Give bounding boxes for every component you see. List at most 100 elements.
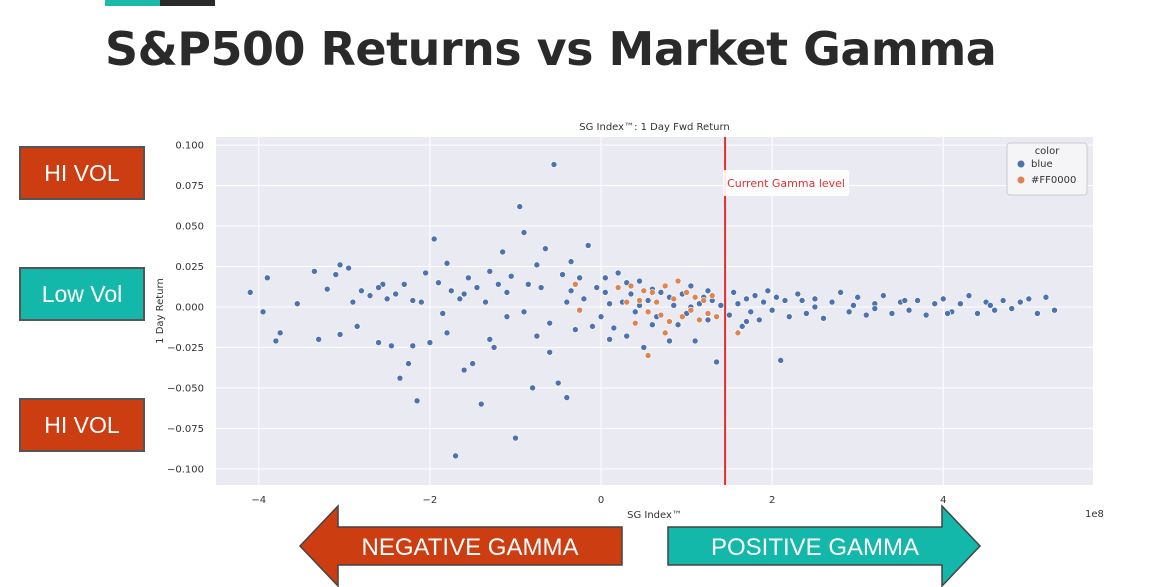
scatter-point — [512, 434, 519, 442]
scatter-point — [751, 292, 759, 299]
scatter-point — [717, 302, 725, 309]
scatter-point — [469, 360, 476, 367]
x-tick-label: 2 — [769, 495, 775, 506]
scatter-point — [837, 289, 844, 296]
y-tick-label: 0.100 — [175, 141, 204, 152]
scatter-point — [623, 332, 630, 340]
scatter-point — [392, 290, 399, 298]
scatter-point — [418, 298, 425, 306]
scatter-point — [649, 289, 656, 296]
scatter-point — [743, 295, 750, 303]
scatter-point — [422, 269, 429, 277]
scatter-point — [687, 282, 695, 290]
scatter-point — [559, 271, 566, 278]
x-tick-label: −4 — [251, 495, 266, 506]
hi-vol-bottom-label: HI VOL — [19, 398, 145, 452]
scatter-point — [456, 295, 464, 303]
scatter-point — [443, 329, 451, 337]
scatter-point — [636, 297, 643, 304]
scatter-point — [482, 298, 489, 306]
scatter-point — [589, 323, 596, 330]
scatter-point — [259, 308, 267, 316]
scatter-point — [580, 295, 588, 303]
scatter-point — [738, 323, 746, 330]
scatter-point — [563, 298, 571, 306]
scatter-point — [533, 332, 541, 340]
scatter-point — [914, 297, 921, 304]
title-accent-dark — [160, 0, 215, 6]
legend-box — [1006, 142, 1088, 196]
scatter-point — [507, 272, 515, 280]
scatter-point — [631, 308, 639, 316]
scatter-point — [713, 313, 720, 320]
scatter-point — [606, 300, 613, 308]
scatter-point — [246, 289, 254, 296]
scatter-point — [584, 242, 592, 249]
scatter-point — [644, 308, 652, 316]
scatter-point — [375, 284, 382, 291]
scatter-point — [653, 298, 660, 306]
scatter-point — [315, 336, 322, 343]
scatter-point — [674, 321, 682, 329]
scatter-point — [606, 336, 613, 343]
scatter-point — [999, 297, 1007, 304]
scatter-point — [520, 308, 528, 316]
scatter-point — [597, 313, 605, 320]
x-axis-label: SG Index™ — [627, 510, 682, 521]
y-tick-label: −0.025 — [167, 343, 204, 354]
scatter-point — [670, 302, 678, 309]
scatter-point — [794, 290, 802, 298]
scatter-point — [546, 319, 553, 327]
scatter-point — [447, 287, 455, 295]
scatter-point — [529, 384, 536, 392]
scatter-point — [409, 342, 417, 350]
scatter-point — [871, 305, 879, 312]
title-accent-teal — [105, 0, 160, 6]
scatter-point — [477, 400, 485, 408]
legend-title: color — [1035, 146, 1061, 157]
scatter-point — [743, 318, 750, 325]
low-vol-label: Low Vol — [19, 267, 145, 321]
scatter-point — [845, 308, 853, 316]
hi-vol-top-label: HI VOL — [19, 146, 145, 200]
scatter-point — [627, 290, 635, 298]
scatter-point — [460, 366, 468, 374]
scatter-point — [567, 258, 575, 265]
scatter-point — [1034, 310, 1041, 317]
scatter-point — [520, 229, 528, 236]
scatter-point — [383, 295, 391, 303]
scatter-point — [704, 310, 712, 317]
scatter-point — [627, 282, 635, 290]
scatter-point — [944, 310, 951, 317]
scatter-point — [499, 248, 506, 256]
scatter-point — [704, 316, 712, 324]
scatter-point — [1008, 305, 1016, 312]
scatter-point — [922, 311, 930, 319]
scatter-point — [614, 284, 622, 291]
scatter-point — [1025, 295, 1033, 303]
scatter-point — [657, 311, 665, 319]
scatter-point — [888, 310, 896, 317]
scatter-point — [691, 337, 699, 345]
scatter-point — [366, 292, 374, 299]
scatter-point — [679, 313, 686, 320]
scatter-point — [614, 269, 622, 277]
legend-entry-label: #FF0000 — [1031, 175, 1076, 186]
scatter-point — [550, 161, 558, 168]
plot-area — [216, 137, 1093, 485]
negative-gamma-arrow — [298, 504, 623, 587]
scatter-point — [939, 295, 947, 303]
scatter-point — [931, 300, 939, 308]
scatter-point — [409, 297, 417, 304]
scatter-point — [396, 374, 404, 382]
scatter-point — [730, 289, 737, 296]
scatter-point — [272, 337, 280, 345]
scatter-point — [644, 352, 652, 359]
scatter-point — [602, 289, 609, 296]
scatter-point — [854, 293, 862, 301]
scatter-point — [901, 297, 909, 304]
scatter-point — [661, 329, 669, 337]
scatter-point — [670, 295, 678, 303]
scatter-point — [336, 331, 344, 338]
scatter-point — [756, 316, 763, 324]
